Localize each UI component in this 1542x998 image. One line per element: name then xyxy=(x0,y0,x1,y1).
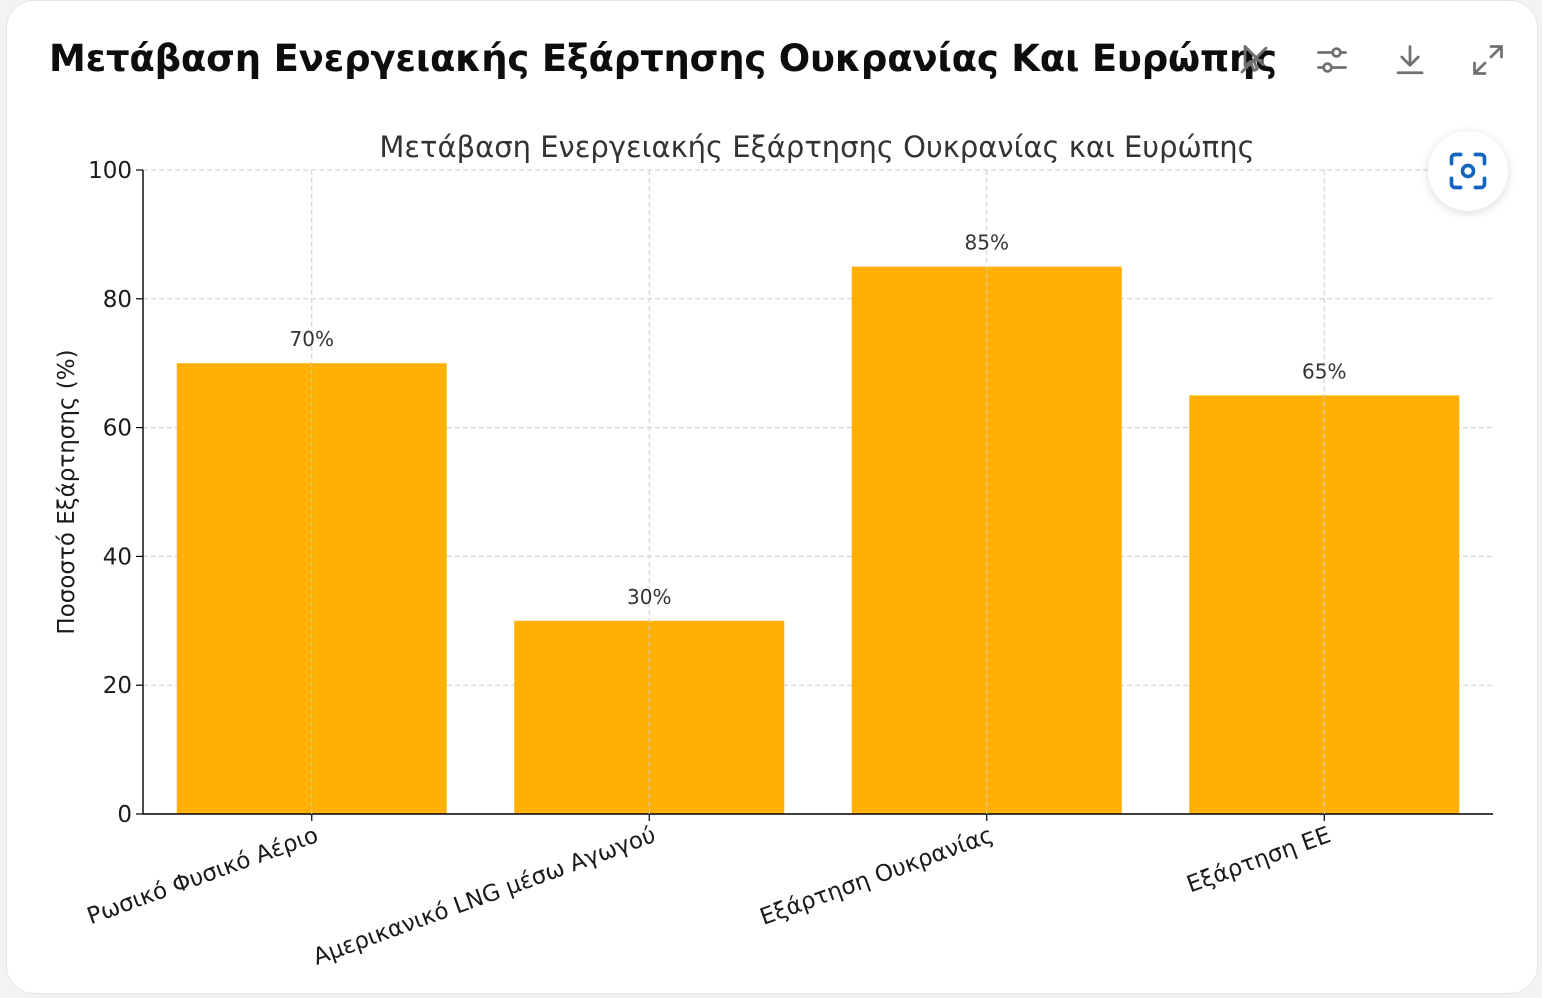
chart-toolbar xyxy=(1235,41,1507,79)
settings-sliders-icon xyxy=(1317,47,1347,73)
y-tick-label: 60 xyxy=(103,416,132,442)
y-tick-label: 0 xyxy=(117,802,132,828)
screenshot-focus-icon xyxy=(1449,152,1487,190)
x-tick-label: Εξάρτηση Ουκρανίας xyxy=(757,822,997,931)
chart-settings-button[interactable] xyxy=(1313,41,1351,79)
data-label: 65% xyxy=(1302,359,1346,383)
axes-layer xyxy=(136,169,1493,821)
y-tick-label: 80 xyxy=(103,287,132,313)
chart-title: Μετάβαση Ενεργειακής Εξάρτησης Ουκρανίας… xyxy=(379,130,1254,164)
x-tick-label: Εξάρτηση ΕΕ xyxy=(1183,822,1334,898)
card-title: Μετάβαση Ενεργειακής Εξάρτησης Ουκρανίας… xyxy=(49,37,1277,80)
y-axis-label: Ποσοστό Εξάρτησης (%) xyxy=(54,349,80,634)
data-label: 30% xyxy=(627,585,671,609)
download-icon xyxy=(1396,45,1424,75)
data-label: 85% xyxy=(965,231,1009,255)
disable-interactive-icon xyxy=(1240,45,1268,74)
y-tick-label: 20 xyxy=(103,673,132,699)
toggle-interactive-button[interactable] xyxy=(1235,41,1273,79)
y-tick-label: 40 xyxy=(103,544,132,570)
x-tick-label: Ρωσικό Φυσικό Αέριο xyxy=(84,822,322,930)
expand-button[interactable] xyxy=(1469,41,1507,79)
bars-layer xyxy=(176,266,1460,815)
x-tick-label: Αμερικανικό LNG μέσω Αγωγού xyxy=(310,822,659,970)
data-label: 70% xyxy=(290,327,334,351)
y-tick-label: 100 xyxy=(88,158,132,184)
expand-icon xyxy=(1473,45,1503,75)
download-button[interactable] xyxy=(1391,41,1429,79)
screenshot-focus-button[interactable] xyxy=(1428,131,1508,211)
